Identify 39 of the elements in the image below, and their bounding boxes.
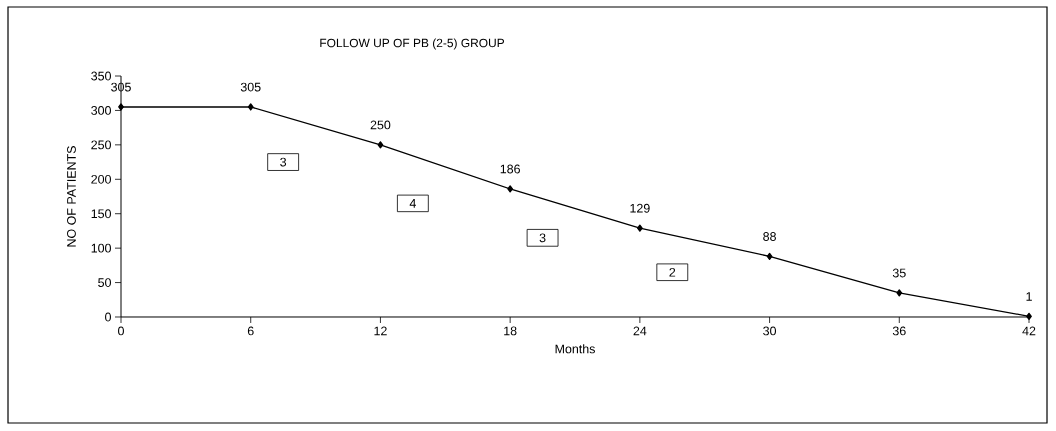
y-tick-label: 350 bbox=[91, 71, 111, 81]
y-tick-label: 50 bbox=[98, 278, 111, 287]
data-label: 250 bbox=[370, 120, 391, 130]
y-tick-label: 250 bbox=[91, 140, 111, 150]
point bbox=[896, 289, 903, 297]
point bbox=[247, 103, 254, 111]
y-axis-title: NO OF PATIENTS bbox=[67, 146, 76, 247]
data-label: 186 bbox=[500, 164, 520, 174]
annotation: 4 bbox=[409, 199, 416, 208]
point bbox=[507, 185, 514, 193]
y-tick-label: 0 bbox=[105, 312, 111, 322]
y-tick-label: 100 bbox=[91, 243, 111, 253]
point bbox=[636, 224, 643, 232]
annotation: 2 bbox=[669, 267, 676, 277]
x-tick-label: 30 bbox=[763, 326, 777, 336]
chart-title: FOLLOW UP OF PB (2-5) GROUP bbox=[320, 38, 505, 50]
annotation: 3 bbox=[280, 157, 287, 167]
point bbox=[118, 103, 124, 111]
y-tick-label: 150 bbox=[91, 209, 111, 219]
x-tick-label: 6 bbox=[247, 326, 254, 336]
x-tick-label: 0 bbox=[118, 326, 124, 336]
point bbox=[1026, 312, 1032, 320]
data-label: 88 bbox=[763, 232, 776, 241]
annotation: 3 bbox=[539, 233, 546, 243]
data-label: 129 bbox=[630, 203, 650, 213]
y-tick-label: 200 bbox=[91, 174, 111, 184]
x-tick-label: 24 bbox=[633, 326, 647, 336]
x-tick-label: 36 bbox=[892, 326, 906, 336]
x-tick-label: 18 bbox=[504, 326, 517, 336]
data-label: 305 bbox=[240, 82, 261, 92]
data-label: 305 bbox=[111, 82, 131, 92]
x-axis-title: Months bbox=[555, 344, 595, 354]
point bbox=[377, 141, 384, 149]
y-tick-label: 300 bbox=[91, 106, 111, 115]
x-tick-label: 12 bbox=[374, 326, 387, 336]
point bbox=[766, 252, 773, 261]
data-label: 1 bbox=[1026, 292, 1032, 301]
x-tick-label: 42 bbox=[1022, 326, 1036, 336]
data-label: 35 bbox=[892, 268, 906, 278]
